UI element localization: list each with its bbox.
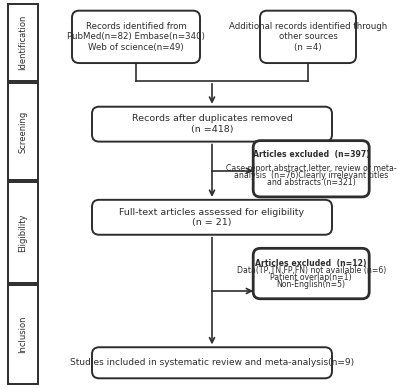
Text: Articles excluded  (n=12): Articles excluded (n=12)	[256, 258, 367, 268]
Text: Case report,abstract,letter, review or meta-: Case report,abstract,letter, review or m…	[226, 164, 396, 173]
FancyBboxPatch shape	[72, 11, 200, 63]
Text: Screening: Screening	[18, 111, 28, 153]
FancyBboxPatch shape	[260, 11, 356, 63]
Text: Inclusion: Inclusion	[18, 316, 28, 353]
Text: Records identified from
PubMed(n=82) Embase(n=340)
Web of science(n=49): Records identified from PubMed(n=82) Emb…	[67, 22, 205, 52]
FancyBboxPatch shape	[92, 347, 332, 378]
Text: Studies included in systematic review and meta-analysis(n=9): Studies included in systematic review an…	[70, 358, 354, 367]
Text: Identification: Identification	[18, 15, 28, 70]
FancyBboxPatch shape	[253, 141, 369, 197]
Text: Full-text articles assessed for eligibility
(n = 21): Full-text articles assessed for eligibil…	[120, 208, 304, 227]
Bar	[8, 83, 38, 180]
FancyBboxPatch shape	[253, 248, 369, 299]
Text: Articles excluded  (n=397): Articles excluded (n=397)	[253, 150, 370, 159]
Bar	[8, 4, 38, 81]
Text: Eligibility: Eligibility	[18, 213, 28, 252]
FancyBboxPatch shape	[92, 200, 332, 235]
Bar	[8, 285, 38, 384]
Text: Additional records identified through
other sources
(n =4): Additional records identified through ot…	[229, 22, 387, 52]
Text: Patient overlap(n=1): Patient overlap(n=1)	[270, 272, 352, 282]
Text: Non-English(n=5): Non-English(n=5)	[277, 279, 346, 289]
Text: Records after duplicates removed
(n =418): Records after duplicates removed (n =418…	[132, 114, 292, 134]
Text: analysis  (n=76)Clearly irrelevant titles: analysis (n=76)Clearly irrelevant titles	[234, 171, 388, 180]
Text: and abstracts (n=321): and abstracts (n=321)	[267, 178, 356, 187]
Bar	[8, 182, 38, 283]
FancyBboxPatch shape	[92, 107, 332, 142]
Text: Data(TP,TN,FP,FN) not available (n=6): Data(TP,TN,FP,FN) not available (n=6)	[236, 265, 386, 275]
